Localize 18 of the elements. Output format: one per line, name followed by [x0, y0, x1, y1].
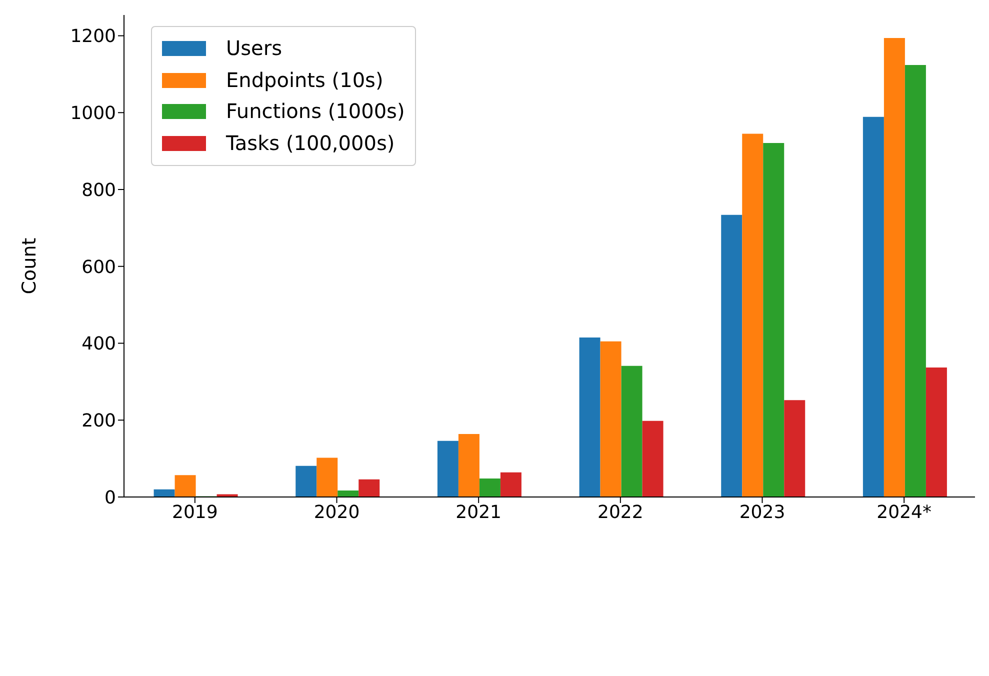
- y-axis-title: Count: [18, 238, 41, 294]
- x-tick-label: 2021: [456, 502, 502, 523]
- x-tick-label: 2023: [739, 502, 786, 523]
- y-tick-label: 400: [82, 334, 116, 355]
- y-tick-label: 800: [82, 180, 116, 201]
- x-tick-label: 2022: [598, 502, 644, 523]
- x-tick-label: 2024*: [876, 502, 932, 523]
- y-tick-label: 1200: [70, 26, 116, 48]
- x-tick-label: 2019: [172, 502, 218, 523]
- legend-label: Users: [226, 35, 282, 62]
- legend-label: Tasks (100,000s): [226, 130, 395, 156]
- y-tick-label: 600: [82, 256, 116, 278]
- y-tick-label: 0: [104, 487, 116, 508]
- y-tick-label: 1000: [70, 103, 116, 124]
- legend-label: Functions (1000s): [226, 98, 405, 125]
- legend-label: Endpoints (10s): [226, 66, 384, 94]
- y-tick-label: 200: [82, 410, 116, 432]
- x-tick-label: 2020: [314, 502, 360, 523]
